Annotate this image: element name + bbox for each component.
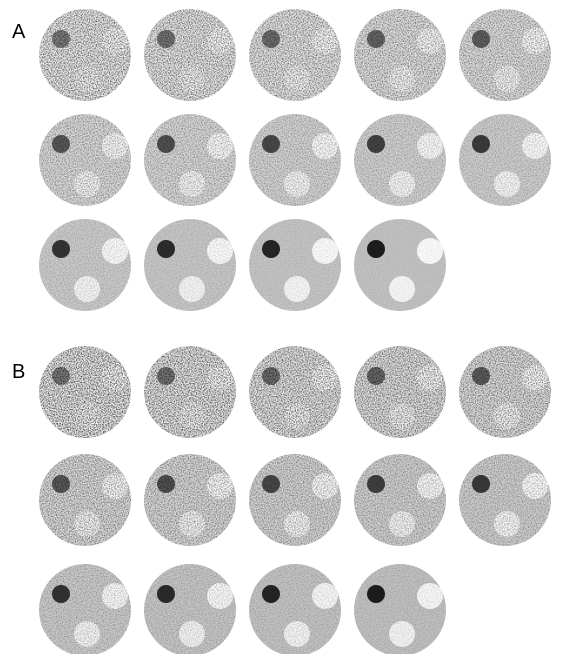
noise — [39, 219, 131, 311]
phantom-image — [459, 454, 551, 546]
phantom-image — [39, 454, 131, 546]
noise — [354, 114, 446, 206]
phantom-image — [459, 346, 551, 438]
noise — [39, 454, 131, 546]
noise — [249, 564, 341, 654]
figure: A B — [0, 0, 566, 654]
phantom-image — [249, 454, 341, 546]
phantom-image — [354, 564, 446, 654]
noise — [354, 346, 446, 438]
phantom-image — [354, 454, 446, 546]
noise — [144, 219, 236, 311]
phantom-image — [39, 564, 131, 654]
noise — [459, 9, 551, 101]
noise — [249, 454, 341, 546]
phantom-image — [39, 219, 131, 311]
phantom-image — [249, 564, 341, 654]
image-grid — [39, 9, 551, 654]
phantom-image — [144, 564, 236, 654]
phantom-image — [144, 219, 236, 311]
phantom-image — [459, 114, 551, 206]
noise — [144, 9, 236, 101]
noise — [354, 564, 446, 654]
noise — [39, 346, 131, 438]
noise — [39, 9, 131, 101]
noise — [249, 219, 341, 311]
noise — [459, 346, 551, 438]
noise — [249, 114, 341, 206]
noise — [144, 114, 236, 206]
noise — [144, 454, 236, 546]
phantom-image — [354, 114, 446, 206]
phantom-image — [39, 114, 131, 206]
noise — [459, 114, 551, 206]
phantom-image — [144, 114, 236, 206]
noise — [354, 454, 446, 546]
phantom-image — [144, 346, 236, 438]
phantom-image — [144, 9, 236, 101]
phantom-image — [354, 219, 446, 311]
phantom-image — [249, 114, 341, 206]
panel-label: A — [12, 21, 26, 43]
phantom-image — [249, 219, 341, 311]
noise — [249, 346, 341, 438]
noise — [249, 9, 341, 101]
page: {"panels": [{"label": "A"}, {"label": "B… — [0, 0, 566, 654]
phantom-image — [39, 9, 131, 101]
noise — [459, 454, 551, 546]
noise — [354, 9, 446, 101]
panel-label: B — [12, 361, 25, 383]
noise — [39, 114, 131, 206]
noise — [144, 564, 236, 654]
phantom-image — [354, 9, 446, 101]
phantom-image — [39, 346, 131, 438]
noise — [144, 346, 236, 438]
phantom-image — [459, 9, 551, 101]
phantom-image — [144, 454, 236, 546]
noise — [354, 219, 446, 311]
noise — [39, 564, 131, 654]
phantom-image — [249, 9, 341, 101]
phantom-image — [249, 346, 341, 438]
phantom-image — [354, 346, 446, 438]
